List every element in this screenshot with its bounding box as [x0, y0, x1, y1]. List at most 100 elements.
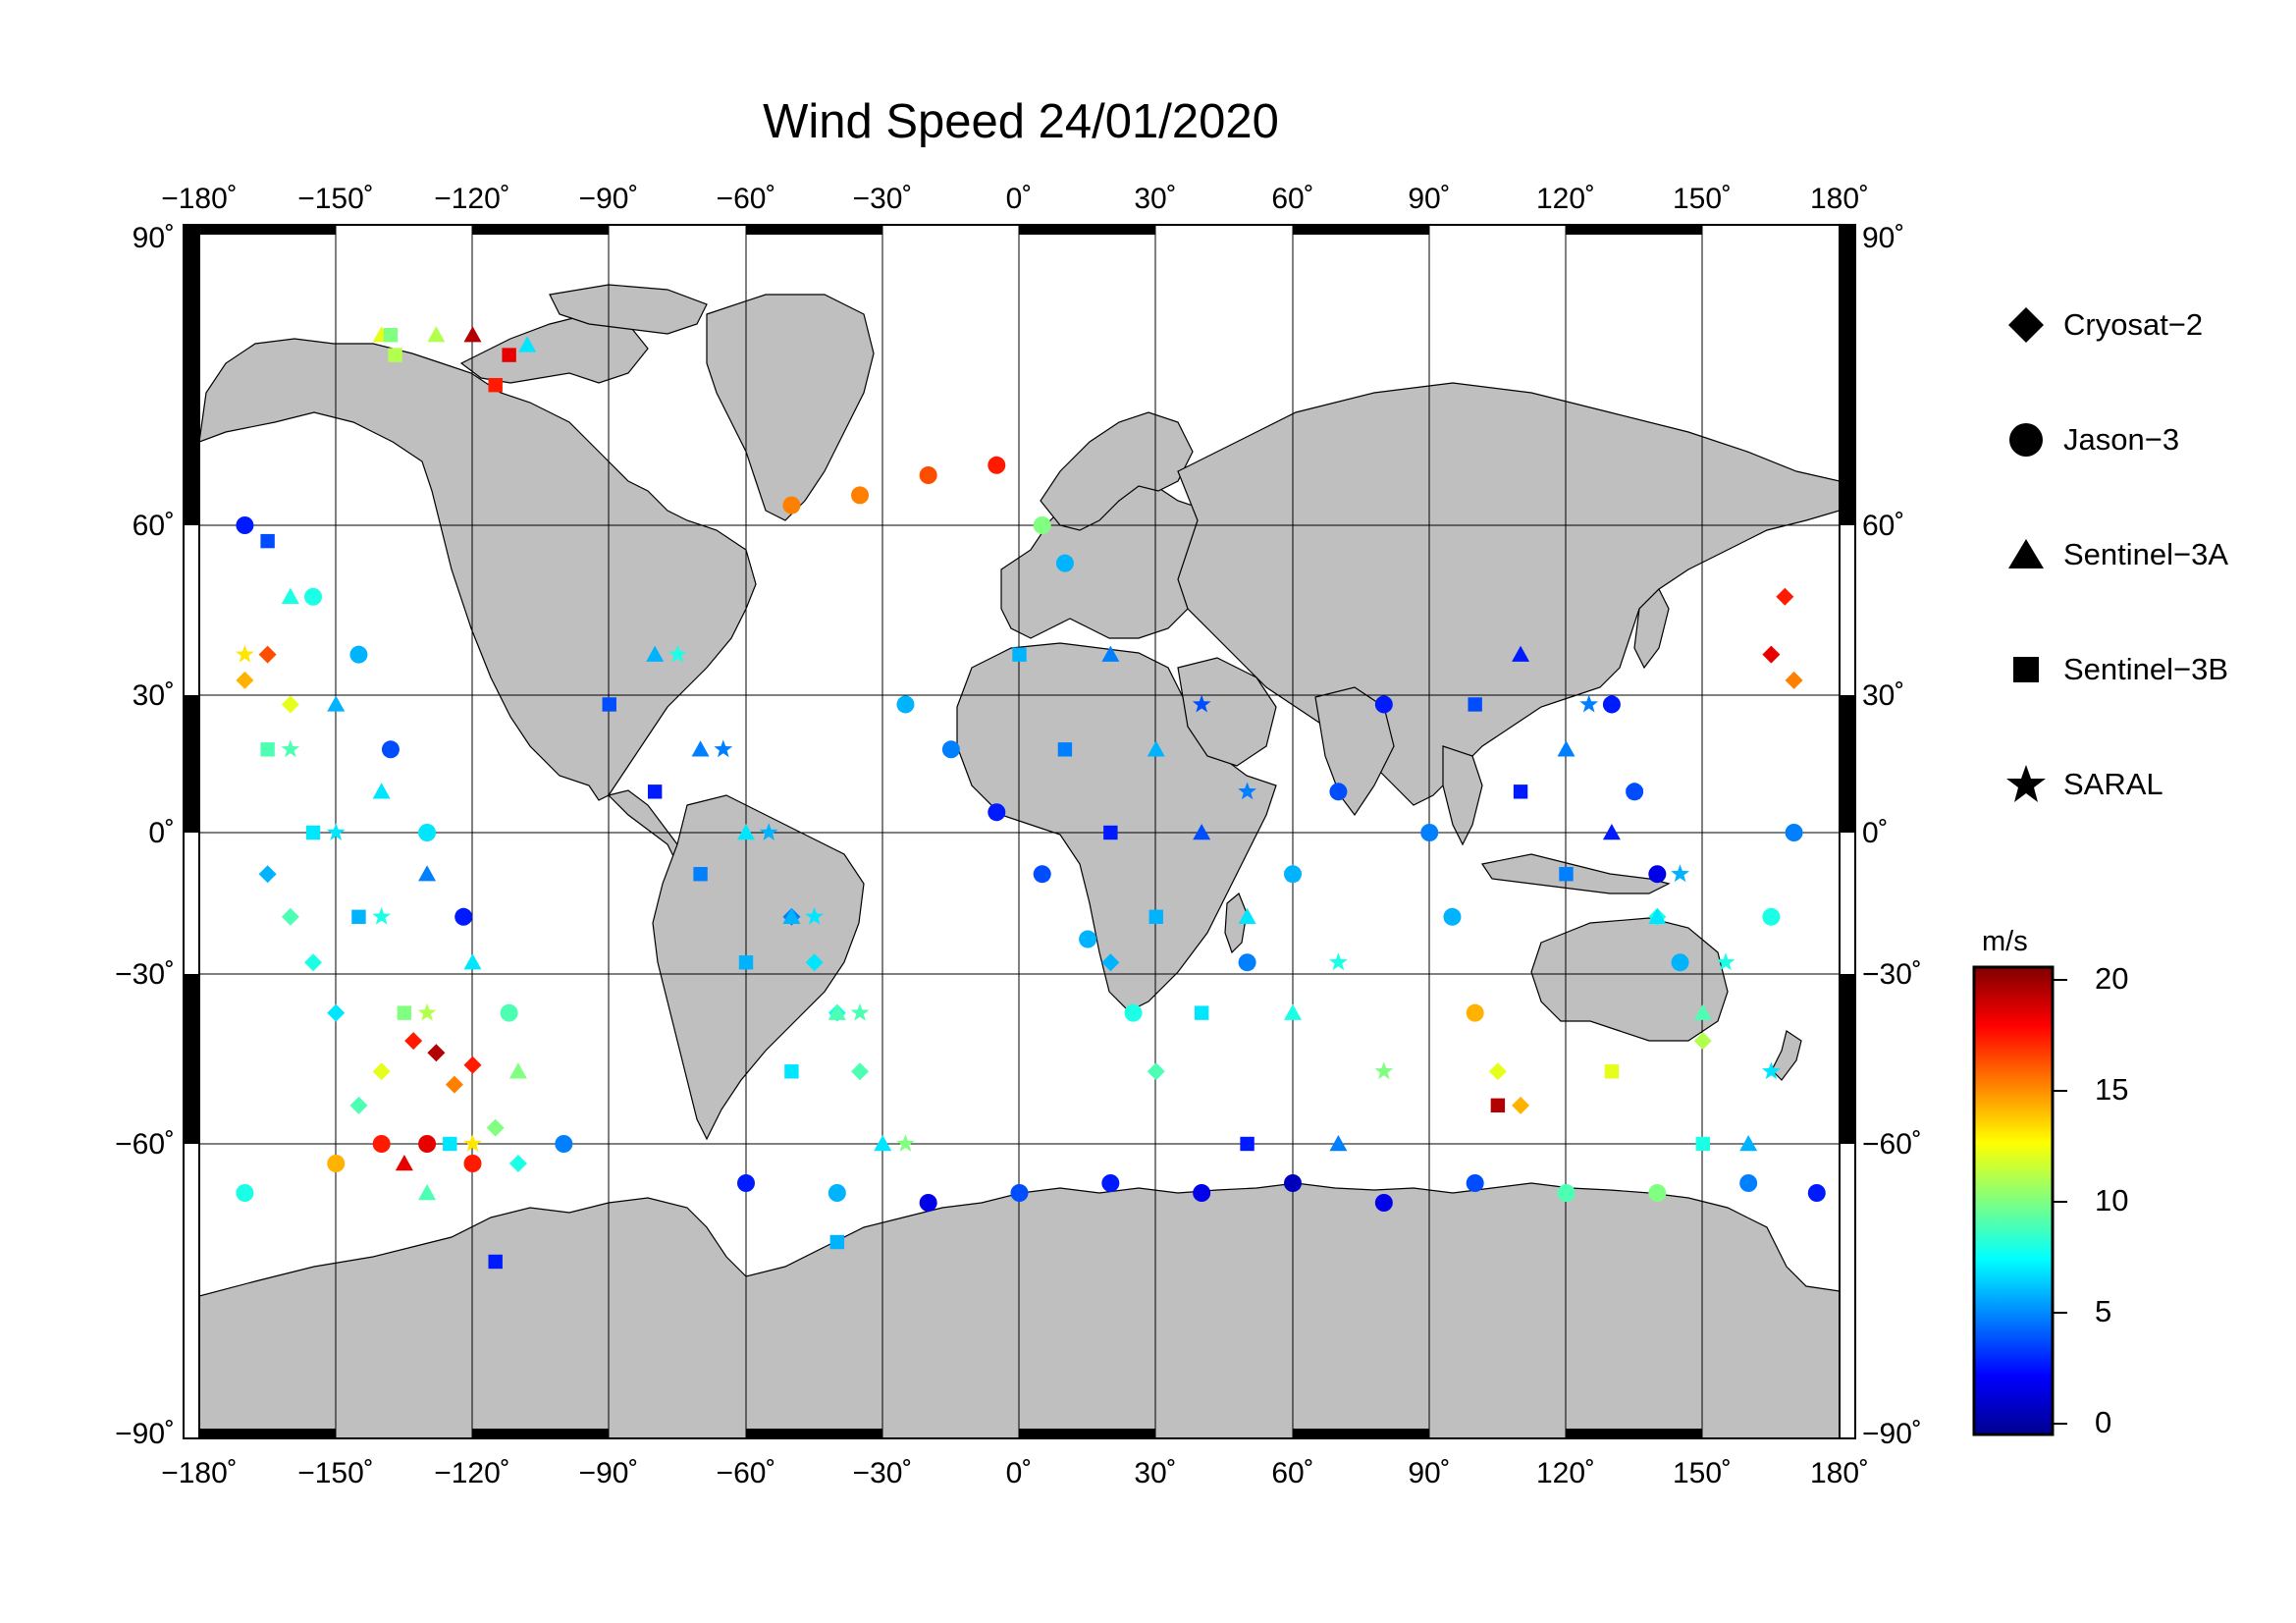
triangle-data-point	[1557, 740, 1575, 757]
lon-label: −120˚	[434, 1457, 510, 1489]
lon-label: 180˚	[1810, 1457, 1869, 1489]
triangle-data-point	[782, 907, 801, 924]
arctic-islands	[549, 284, 708, 335]
circle-data-point	[555, 1135, 573, 1153]
lat-label: 30˚	[1862, 679, 1904, 712]
circle-data-point	[327, 1155, 346, 1172]
star-data-point	[1762, 1061, 1781, 1080]
triangle-data-point	[463, 326, 482, 343]
scandinavia	[1040, 411, 1194, 531]
lon-label: 180˚	[1810, 183, 1869, 215]
square-data-point	[1513, 784, 1528, 799]
legend-label: Cryosat−2	[2063, 307, 2204, 342]
square-data-point	[1057, 742, 1073, 757]
star-data-point	[668, 644, 687, 663]
diamond-data-point	[1785, 671, 1803, 689]
colorbar-ticks	[2053, 979, 2067, 1425]
square-data-point	[351, 909, 366, 924]
triangle-data-point	[737, 824, 755, 840]
lat-label: 60˚	[133, 510, 175, 542]
circle-data-point	[1193, 1184, 1211, 1202]
square-data-point	[260, 533, 275, 549]
north-america	[199, 338, 757, 801]
colorbar-tick-label: 10	[2095, 1183, 2129, 1217]
triangle-data-point	[1238, 907, 1256, 924]
legend-label: Sentinel−3B	[2063, 652, 2229, 686]
star-data-point	[1238, 782, 1256, 800]
square-data-point	[1604, 1064, 1620, 1079]
lon-label: −60˚	[717, 1457, 776, 1489]
square-data-point	[1012, 647, 1027, 662]
diamond-data-point	[349, 1096, 368, 1114]
square-data-point	[738, 955, 754, 970]
star-data-point	[1716, 952, 1735, 971]
circle-data-point	[1648, 865, 1667, 884]
lat-label: −60˚	[115, 1128, 175, 1161]
lon-label: 0˚	[1006, 183, 1033, 215]
lon-label: −120˚	[434, 183, 510, 215]
star-data-point	[1283, 864, 1303, 883]
circle-data-point	[988, 456, 1006, 474]
star-data-point	[850, 1002, 870, 1021]
triangle-data-point	[828, 1003, 846, 1020]
lon-label: −180˚	[161, 183, 238, 215]
circle-data-point	[1374, 1194, 1393, 1212]
diamond-data-point	[281, 695, 299, 714]
star-data-point	[714, 739, 733, 758]
diamond-data-point	[463, 1055, 482, 1074]
madagascar	[1224, 893, 1248, 954]
diamond-data-point	[851, 1062, 870, 1081]
circle-data-point	[1374, 695, 1393, 714]
triangle-icon	[2008, 539, 2044, 568]
circle-data-point	[236, 1184, 254, 1202]
triangle-data-point	[1602, 824, 1621, 840]
arabia	[1177, 657, 1277, 767]
circle-data-point	[737, 1174, 755, 1192]
circle-data-point	[1466, 1174, 1484, 1192]
lat-labels-left: 90˚ 60˚ 30˚ 0˚ −30˚ −60˚ −90˚	[115, 222, 175, 1450]
star-data-point	[896, 1134, 915, 1152]
diamond-data-point	[236, 671, 254, 689]
circle-data-point	[1443, 907, 1462, 926]
legend-item-sentinel-3a: Sentinel−3A	[2002, 530, 2228, 579]
diamond-data-point	[258, 865, 277, 884]
diamond-data-point	[1693, 1032, 1712, 1051]
circle-data-point	[1420, 824, 1439, 841]
triangle-data-point	[418, 865, 437, 882]
triangle-data-point	[327, 695, 346, 712]
square-data-point	[388, 348, 402, 362]
circle-data-point	[1101, 1174, 1120, 1192]
lon-label: 90˚	[1408, 1457, 1450, 1489]
square-data-point	[1490, 1098, 1506, 1113]
circle-data-point	[782, 496, 801, 514]
circle-data-point	[1033, 516, 1051, 534]
square-data-point	[502, 348, 516, 362]
lat-labels-right: 90˚ 60˚ 30˚ 0˚ −30˚ −60˚ −90˚	[1862, 222, 1922, 1450]
triangle-data-point	[1648, 907, 1667, 924]
square-data-point	[397, 1005, 412, 1020]
square-data-point	[1468, 697, 1482, 712]
circle-data-point	[851, 486, 870, 505]
circle-data-point	[1079, 930, 1097, 948]
circle-data-point	[1329, 783, 1348, 801]
india	[1314, 686, 1395, 817]
triangle-data-point	[874, 1135, 892, 1152]
lon-label: −30˚	[853, 183, 913, 215]
circle-data-point	[418, 1135, 437, 1153]
legend-item-jason: Jason−3	[2002, 415, 2179, 464]
triangle-data-point	[691, 740, 710, 757]
diamond-data-point	[258, 645, 277, 664]
colorbar-tick-label: 5	[2095, 1294, 2112, 1328]
triangle-data-point	[1512, 645, 1530, 662]
legend-label: SARAL	[2063, 767, 2163, 801]
legend-label: Sentinel−3A	[2063, 537, 2229, 571]
south-america	[652, 794, 865, 1141]
diamond-data-point	[1147, 1062, 1165, 1081]
star-data-point	[236, 644, 254, 663]
star-data-point	[281, 739, 300, 758]
legend-item-sentinel-3b: Sentinel−3B	[2002, 645, 2228, 694]
diamond-data-point	[327, 1003, 346, 1022]
lat-label: −90˚	[1862, 1418, 1922, 1450]
indonesia	[1481, 853, 1671, 894]
circle-data-point	[1762, 907, 1781, 926]
